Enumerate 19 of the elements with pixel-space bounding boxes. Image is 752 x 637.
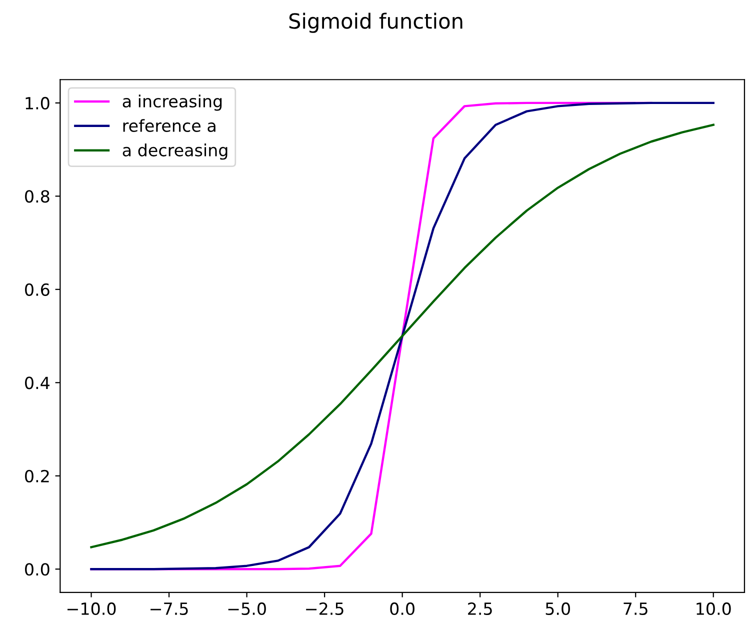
y-tick-label: 0.2 xyxy=(25,470,49,482)
x-tick-label: 0.0 xyxy=(390,602,414,616)
y-tick-label: 0.4 xyxy=(25,376,50,390)
y-tick-label: 0.0 xyxy=(25,563,50,576)
x-tick-label: −10.0 xyxy=(67,602,116,616)
legend-label: reference a xyxy=(123,119,216,132)
x-tick-label: 10.0 xyxy=(696,602,731,616)
y-tick-label: 0.8 xyxy=(25,190,50,203)
y-tick-label: 1.0 xyxy=(26,96,50,110)
x-tick-label: 7.5 xyxy=(624,602,648,616)
y-tick-label: 0.6 xyxy=(25,283,50,296)
x-tick-label: −5.0 xyxy=(228,602,266,616)
x-tick-label: 5.0 xyxy=(546,602,570,616)
chart-title: Sigmoid function xyxy=(289,12,462,33)
x-tick-label: 2.5 xyxy=(468,602,492,616)
legend-label: a decreasing xyxy=(122,144,228,160)
legend-label: a increasing xyxy=(122,94,222,111)
x-tick-label: −7.5 xyxy=(150,602,188,616)
x-tick-label: −2.5 xyxy=(306,602,344,616)
